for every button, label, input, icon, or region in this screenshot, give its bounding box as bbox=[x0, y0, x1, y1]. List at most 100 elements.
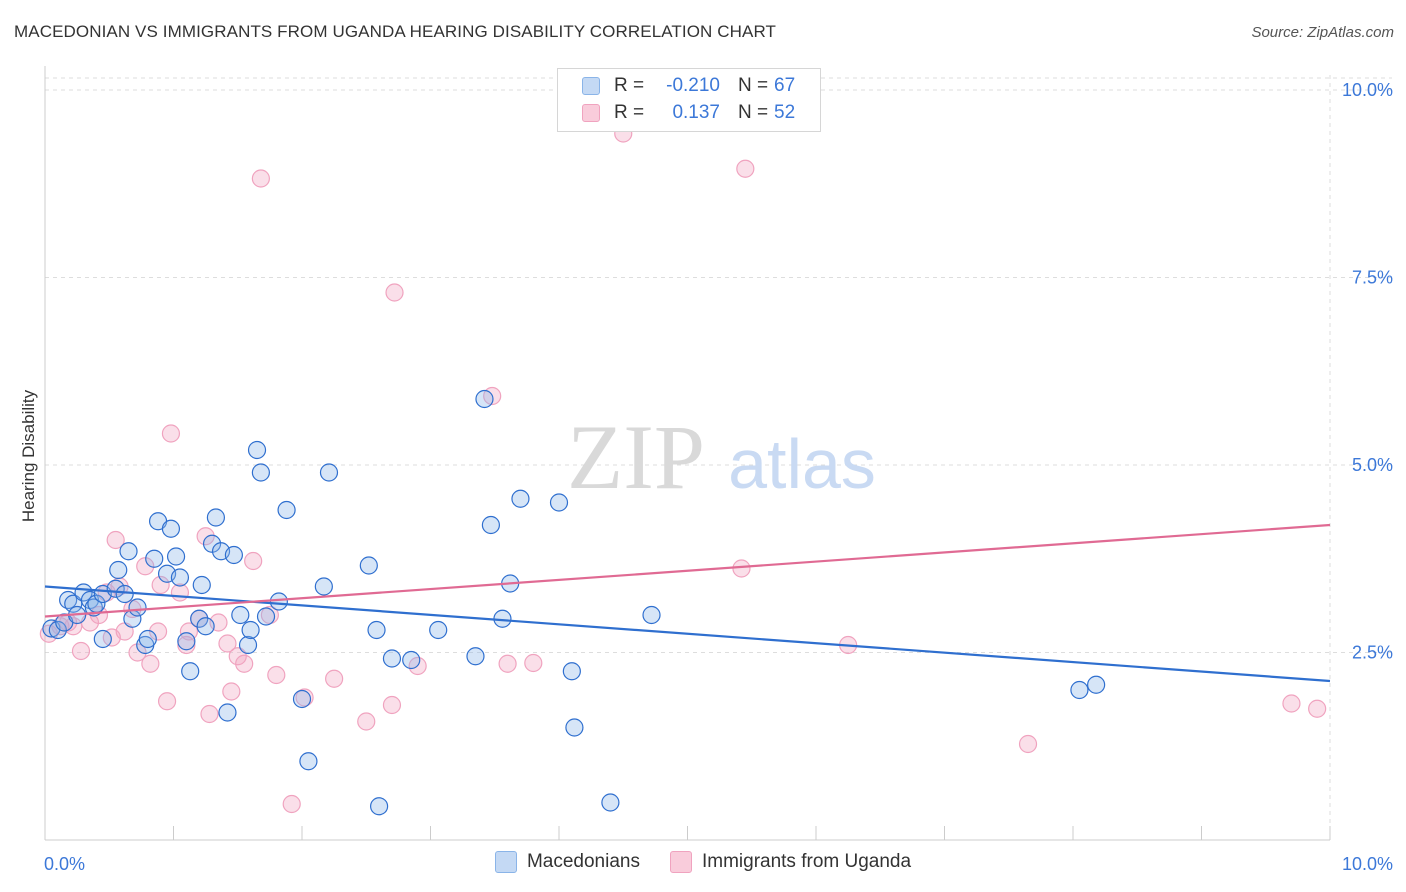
uganda-point bbox=[235, 654, 254, 673]
macedonian-point bbox=[231, 605, 250, 625]
macedonian-point bbox=[238, 635, 258, 655]
macedonian-point bbox=[115, 584, 134, 604]
r-label: R = bbox=[614, 75, 645, 96]
macedonian-point bbox=[475, 389, 494, 409]
uganda-point bbox=[524, 653, 543, 673]
uganda-point bbox=[498, 654, 517, 673]
macedonians-swatch-icon bbox=[494, 851, 517, 873]
macedonian-point bbox=[314, 577, 333, 596]
uganda-point bbox=[736, 159, 755, 178]
macedonian-point bbox=[241, 620, 260, 640]
macedonian-point bbox=[109, 560, 128, 580]
macedonian-point bbox=[319, 463, 339, 482]
uganda-point bbox=[1018, 734, 1038, 754]
macedonian-point bbox=[642, 605, 661, 625]
uganda-point bbox=[244, 551, 263, 571]
macedonian-point bbox=[429, 620, 448, 640]
macedonian-point bbox=[177, 632, 196, 651]
uganda-point bbox=[267, 665, 286, 685]
uganda-point bbox=[251, 169, 270, 188]
uganda-point bbox=[218, 634, 237, 653]
y-tick-label: 10.0% bbox=[1342, 80, 1393, 100]
y-tick-label: 2.5% bbox=[1352, 643, 1393, 663]
x-tick-label: 0.0% bbox=[44, 854, 85, 874]
uganda-point bbox=[1282, 694, 1301, 713]
uganda-point bbox=[141, 654, 160, 673]
macedonian-point bbox=[170, 568, 190, 587]
uganda-point bbox=[228, 647, 247, 666]
source-label: Source: ZipAtlas.com bbox=[1251, 24, 1394, 41]
y-axis-label: Hearing Disability bbox=[19, 389, 38, 522]
macedonian-point bbox=[370, 797, 389, 816]
series-macedonians-points bbox=[42, 389, 1106, 816]
legend-item-macedonians: Macedonians bbox=[494, 851, 640, 873]
legend-row-macedonians: R = -0.210 N = 67 bbox=[582, 73, 795, 99]
uganda-trend-line bbox=[44, 523, 1331, 618]
uganda-point bbox=[282, 794, 301, 814]
macedonian-point bbox=[181, 662, 200, 681]
uganda-point bbox=[106, 530, 125, 550]
axes bbox=[44, 66, 1331, 841]
correlation-legend: R = -0.210 N = 67 R = 0.137 N = 52 bbox=[557, 68, 821, 132]
macedonian-point bbox=[299, 752, 318, 771]
macedonian-point bbox=[565, 718, 584, 737]
macedonian-point bbox=[466, 647, 485, 666]
macedonian-point bbox=[367, 620, 386, 640]
uganda-point bbox=[151, 575, 170, 595]
macedonian-point bbox=[93, 629, 112, 649]
uganda-point bbox=[357, 712, 376, 731]
uganda-point bbox=[382, 695, 402, 715]
macedonian-point bbox=[145, 549, 164, 568]
uganda-point bbox=[1308, 699, 1327, 718]
y-tick-label: 7.5% bbox=[1352, 268, 1393, 288]
macedonian-point bbox=[192, 575, 211, 595]
legend-row-uganda: R = 0.137 N = 52 bbox=[582, 100, 795, 126]
watermark-zip: ZIP bbox=[567, 406, 705, 508]
uganda-swatch-icon bbox=[582, 104, 600, 122]
macedonian-point bbox=[562, 662, 581, 681]
legend-label-uganda: Immigrants from Uganda bbox=[701, 851, 912, 872]
macedonian-point bbox=[251, 463, 270, 482]
macedonian-point bbox=[138, 629, 157, 649]
trend-lines bbox=[44, 523, 1331, 683]
uganda-point bbox=[732, 559, 751, 578]
macedonian-point bbox=[359, 556, 378, 575]
uganda-point bbox=[71, 641, 91, 661]
macedonian-point bbox=[48, 620, 67, 640]
macedonian-point bbox=[402, 650, 421, 670]
macedonian-point bbox=[256, 607, 276, 626]
r-value: 0.137 bbox=[672, 102, 720, 123]
uganda-swatch-icon bbox=[669, 851, 692, 873]
uganda-point bbox=[161, 424, 181, 443]
x-tick-label: 10.0% bbox=[1342, 854, 1393, 874]
r-label: R = bbox=[614, 102, 645, 123]
macedonian-point bbox=[166, 547, 186, 566]
uganda-point bbox=[200, 704, 219, 724]
uganda-point bbox=[128, 643, 147, 662]
macedonian-point bbox=[218, 703, 237, 722]
macedonian-point bbox=[224, 545, 243, 565]
macedonian-point bbox=[128, 598, 147, 617]
uganda-point bbox=[196, 527, 215, 546]
macedonians-swatch-icon bbox=[582, 77, 600, 95]
macedonian-point bbox=[382, 649, 402, 668]
macedonian-point bbox=[277, 500, 296, 520]
r-value: -0.210 bbox=[666, 75, 720, 96]
macedonian-point bbox=[1087, 675, 1106, 694]
n-value: 52 bbox=[774, 102, 796, 123]
macedonian-point bbox=[1070, 680, 1089, 700]
chart-title: MACEDONIAN VS IMMIGRANTS FROM UGANDA HEA… bbox=[14, 22, 777, 41]
macedonian-point bbox=[206, 508, 226, 527]
macedonian-point bbox=[190, 609, 209, 628]
macedonian-point bbox=[292, 689, 312, 709]
macedonian-point bbox=[119, 542, 138, 561]
grid-lines bbox=[45, 75, 1392, 840]
macedonian-point bbox=[549, 493, 569, 512]
macedonian-point bbox=[161, 519, 181, 538]
n-value: 67 bbox=[774, 75, 796, 96]
uganda-point bbox=[148, 622, 168, 641]
uganda-point bbox=[157, 692, 177, 711]
uganda-point bbox=[222, 682, 241, 701]
macedonian-point bbox=[247, 440, 267, 460]
macedonian-point bbox=[481, 515, 500, 535]
